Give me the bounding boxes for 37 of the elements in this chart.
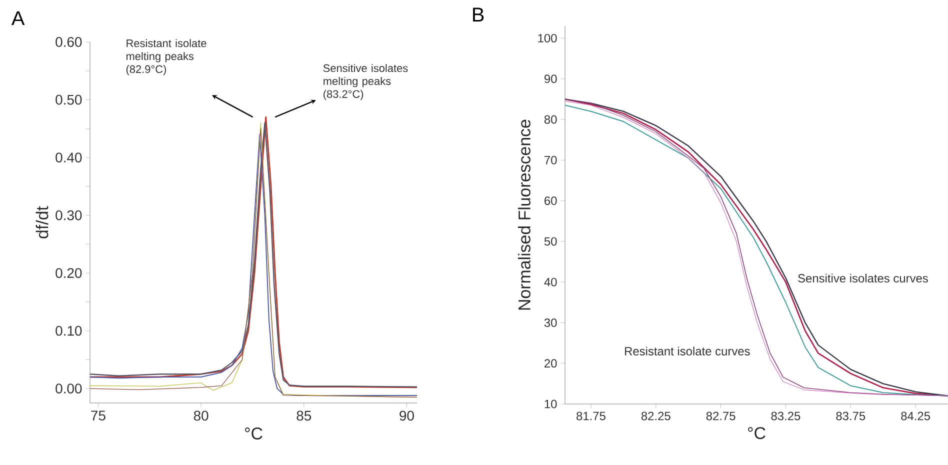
annotation: Sensitive isolates melting peaks (83.2°C) (323, 64, 408, 100)
chart-title: B (473, 8, 484, 22)
x-axis-title: °C (245, 427, 262, 440)
x-tick-label: 83.75 (836, 412, 866, 420)
y-tick-label: 0.00 (56, 384, 82, 394)
chart-title: A (11, 11, 25, 26)
annotation: Sensitive isolates curves (798, 274, 928, 283)
x-tick-label: 80 (194, 410, 208, 421)
y-tick-label: 0.30 (56, 210, 82, 220)
x-tick-label: 81.75 (576, 412, 606, 420)
y-tick-label: 0.40 (56, 152, 82, 162)
y-tick-label: 90 (544, 74, 557, 84)
x-tick-label: 75 (91, 410, 106, 421)
y-tick-label: 40 (544, 278, 557, 286)
y-tick-label: 60 (544, 196, 557, 205)
x-tick-label: 82.25 (641, 412, 670, 420)
x-tick-label: 90 (400, 410, 414, 421)
y-tick-label: 50 (544, 237, 557, 246)
annotation: Resistant isolate melting peaks (82.9°C) (126, 39, 206, 76)
y-tick-label: 100 (538, 34, 557, 42)
y-axis-title: df/dt (36, 206, 48, 238)
y-tick-label: 80 (544, 115, 557, 124)
y-tick-label: 0.10 (56, 326, 82, 336)
annotation: Resistant isolate curves (625, 346, 750, 356)
x-axis-title: °C (748, 427, 766, 440)
x-tick-label: 85 (296, 410, 312, 421)
y-tick-label: 0.60 (56, 37, 82, 47)
y-tick-label: 70 (544, 156, 557, 164)
x-tick-label: 84.25 (901, 412, 930, 420)
x-tick-label: 82.75 (706, 412, 736, 420)
y-tick-label: 20 (544, 359, 557, 368)
x-tick-label: 83.25 (771, 412, 800, 420)
y-tick-label: 30 (544, 318, 557, 327)
y-tick-label: 0.50 (56, 94, 82, 105)
y-tick-label: 10 (544, 400, 557, 408)
y-axis-title: Normalised Fluorescence (518, 120, 530, 310)
y-tick-label: 0.20 (56, 268, 82, 278)
